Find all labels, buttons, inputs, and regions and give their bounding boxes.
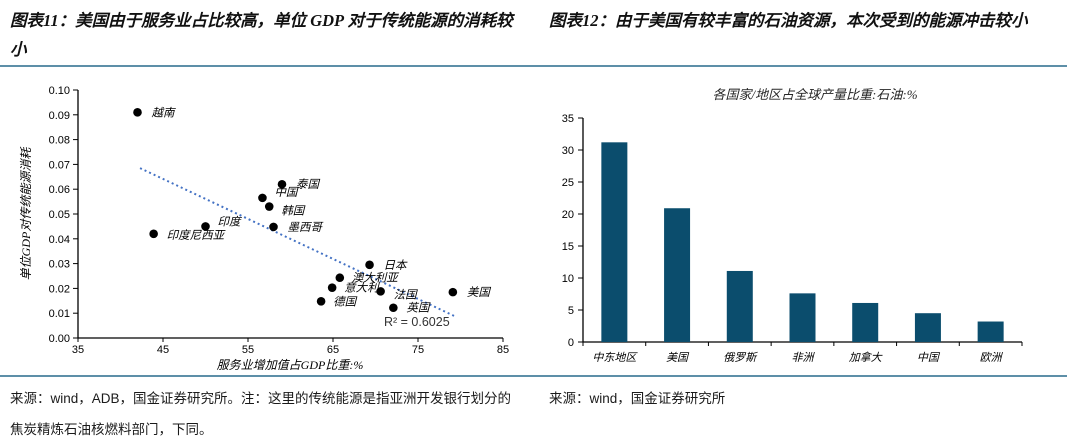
bar-category-label: 中国 — [917, 351, 941, 364]
scatter-point — [133, 108, 142, 117]
scatter-point — [277, 179, 287, 189]
figure-11-title: 图表11：美国由于服务业占比较高，单位 GDP 对于传统能源的消耗较小 — [10, 11, 513, 59]
scatter-point — [335, 273, 345, 283]
scatter-point — [376, 287, 385, 296]
header-divider-line — [0, 65, 1067, 67]
x-tick-label: 85 — [497, 344, 509, 356]
figure-12-title: 图表12：由于美国有较丰富的石油资源，本次受到的能源冲击较小 — [549, 11, 1028, 30]
y-tick-label: 5 — [568, 305, 574, 317]
scatter-chart-energy-vs-services: 0.00 0.01 0.02 0.03 0.04 0.05 0.06 0.07 0.08 0.09… — [19, 85, 509, 372]
x-axis-title: 服务业增加值占GDP比重:% — [217, 358, 364, 372]
figure-11-source-note: 来源：wind，ADB，国金证券研究所。注：这里的传统能源是指亚洲开发银行划分的… — [10, 391, 512, 437]
x-tick-label: 75 — [412, 344, 424, 356]
scatter-point — [264, 202, 274, 211]
y-tick-label: 0.08 — [49, 135, 70, 147]
trendline — [139, 167, 457, 318]
scatter-point — [448, 287, 458, 297]
bar — [914, 313, 941, 342]
bar-chart-title: 各国家/地区占全球产量比重:石油:% — [712, 87, 917, 102]
y-tick-label: 0.03 — [49, 259, 70, 271]
bar — [726, 270, 753, 342]
scatter-point-label: 韩国 — [281, 205, 305, 218]
bar-category-label: 中东地区 — [592, 351, 638, 364]
r-squared-label: R² = 0.6025 — [384, 315, 450, 329]
scatter-point-label: 印度尼西亚 — [167, 229, 226, 242]
y-tick-label: 0.04 — [49, 234, 70, 246]
bar — [664, 208, 691, 342]
scatter-point-label: 意大利 — [344, 282, 380, 295]
y-tick-label: 0 — [568, 337, 574, 349]
bar-chart-oil-production-share: 各国家/地区占全球产量比重:石油:% 0 5 10 15 20 25 30 35 中东地区 美国 俄罗… — [562, 87, 1023, 364]
scatter-point-label: 美国 — [467, 286, 491, 299]
scatter-point — [269, 222, 278, 232]
y-tick-label: 15 — [562, 241, 574, 253]
figure-12-source-note: 来源：wind，国金证券研究所 — [549, 391, 726, 406]
bar — [601, 142, 628, 342]
x-tick-label: 35 — [72, 344, 84, 356]
y-tick-label: 25 — [562, 177, 574, 189]
scatter-point-label: 墨西哥 — [288, 221, 324, 234]
scatter-point-label: 法国 — [394, 288, 418, 301]
x-tick-label: 55 — [242, 344, 254, 356]
scatter-point — [365, 260, 374, 270]
footer-divider-line — [0, 375, 1067, 377]
scatter-point — [258, 193, 267, 203]
scatter-point — [316, 296, 326, 306]
y-tick-label: 20 — [562, 209, 574, 221]
x-tick-label: 65 — [327, 344, 339, 356]
bar — [977, 321, 1004, 342]
scatter-point-label: 印度 — [218, 215, 243, 228]
scatter-point-label: 澳大利亚 — [352, 272, 399, 285]
y-tick-label: 0.05 — [49, 209, 70, 221]
bar-category-label: 加拿大 — [849, 351, 883, 364]
bar-category-label: 欧洲 — [980, 351, 1004, 364]
scatter-point — [327, 283, 337, 292]
y-axis-title: 单位GDP对传统能源消耗 — [19, 146, 33, 281]
y-tick-label: 30 — [562, 145, 574, 157]
y-tick-label: 0.01 — [49, 308, 70, 320]
bar — [852, 302, 879, 342]
y-tick-label: 0.06 — [49, 184, 70, 196]
bar — [789, 293, 816, 342]
y-tick-label: 0.02 — [49, 283, 70, 295]
scatter-point-label: 日本 — [384, 259, 408, 272]
scatter-point-label: 中国 — [274, 186, 298, 199]
scatter-point-label: 泰国 — [296, 178, 320, 191]
y-tick-label: 0.07 — [49, 159, 70, 171]
y-tick-label: 35 — [562, 113, 574, 125]
y-tick-label: 0.09 — [49, 110, 70, 122]
scatter-point — [201, 222, 210, 231]
scatter-point-label: 英国 — [406, 302, 430, 315]
y-tick-label: 0.00 — [49, 333, 70, 345]
y-tick-label: 10 — [562, 273, 574, 285]
y-tick-label: 0.10 — [49, 85, 70, 97]
bar-category-label: 美国 — [666, 351, 690, 364]
scatter-point — [149, 229, 158, 239]
scatter-point-label: 德国 — [333, 295, 357, 308]
scatter-point-label: 越南 — [152, 106, 176, 119]
bar-category-label: 俄罗斯 — [723, 351, 758, 364]
x-tick-label: 45 — [157, 344, 169, 356]
bar-category-label: 非洲 — [792, 351, 816, 364]
scatter-point — [389, 303, 398, 313]
